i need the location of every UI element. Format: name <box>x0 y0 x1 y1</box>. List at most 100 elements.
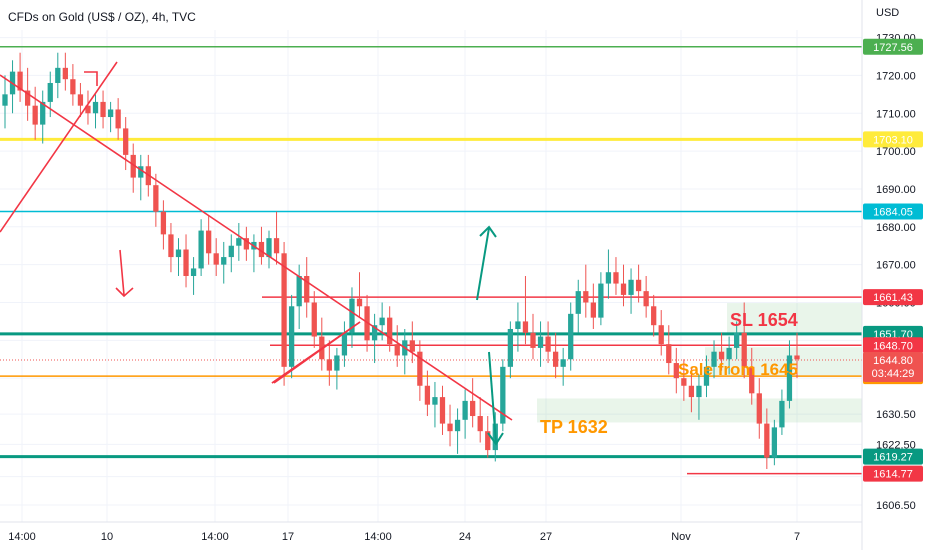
x-tick-label: 17 <box>282 531 294 543</box>
candle-body <box>470 400 476 417</box>
candle-body <box>590 302 596 318</box>
candle-body <box>786 355 793 401</box>
candle-body <box>703 366 710 386</box>
y-tick-label: 1710.00 <box>876 108 916 120</box>
time-axis: 14:00 10 14:00 17 14:00 24 27 Nov 7 <box>8 531 800 543</box>
price-level-label: 1727.56 <box>873 42 913 54</box>
candle-body <box>288 306 295 367</box>
y-tick-label: 1630.50 <box>876 409 916 421</box>
candle-body <box>123 128 129 155</box>
candle-body <box>515 321 521 329</box>
candle-body <box>92 101 99 114</box>
candle-body <box>575 291 581 314</box>
tp-annotation: TP 1632 <box>540 417 608 437</box>
candle-body <box>613 272 619 284</box>
candle-body <box>281 253 287 367</box>
trend-drawings <box>0 61 513 446</box>
downtrend-line <box>0 74 513 421</box>
candle-body <box>711 351 717 367</box>
candle-body <box>741 332 747 367</box>
annotations: SL 1654 Sale from 1645 TP 1632 <box>540 310 798 437</box>
candle-body <box>681 378 687 386</box>
candle-body <box>635 279 642 292</box>
candle-body <box>85 105 91 114</box>
y-tick-label: 1670.00 <box>876 260 916 272</box>
x-tick-label: 14:00 <box>201 531 229 543</box>
price-level-badge <box>863 465 923 482</box>
candle-body <box>734 332 740 348</box>
candle-body <box>779 400 785 428</box>
candle-body <box>273 238 280 254</box>
candle-body <box>356 298 363 307</box>
candle-body <box>583 291 589 303</box>
candle-body <box>55 67 61 83</box>
candle-body <box>236 238 242 246</box>
candle-body <box>477 416 483 432</box>
candle-body <box>326 359 332 371</box>
price-level-badge <box>863 448 923 465</box>
countdown-label: 03:44:29 <box>872 368 915 380</box>
candle-body <box>266 238 272 258</box>
candle-body <box>311 302 317 337</box>
candle-body <box>673 363 679 379</box>
candle-body <box>228 245 234 258</box>
candle-body <box>168 234 174 258</box>
price-level-label: 1619.27 <box>873 452 913 464</box>
price-level-label: 1648.70 <box>873 340 913 352</box>
wedge-lower <box>271 321 361 384</box>
arrow-down-icon <box>115 287 134 298</box>
candle-body <box>32 105 38 125</box>
grid <box>0 30 862 522</box>
candle-body <box>552 351 559 367</box>
candle-body <box>221 257 227 265</box>
candle-body <box>387 317 393 345</box>
candle-body <box>24 90 31 106</box>
candle-body <box>500 366 506 424</box>
price-level-badge <box>863 38 923 55</box>
candle-body <box>296 276 302 307</box>
candle-body <box>100 101 106 118</box>
projection-up-line <box>476 227 490 301</box>
candle-body <box>153 185 159 212</box>
uptrend-line <box>0 61 118 233</box>
candle-body <box>688 385 695 398</box>
candle-body <box>115 109 121 129</box>
candle-body <box>507 328 514 367</box>
y-tick-label: 1606.50 <box>876 500 916 512</box>
candle-body <box>432 397 438 405</box>
price-level-badge <box>863 203 923 220</box>
sale-annotation: Sale from 1645 <box>678 360 798 379</box>
y-tick-label: 1700.00 <box>876 146 916 158</box>
candle-body <box>696 385 702 398</box>
candle-body <box>771 427 778 458</box>
sl-annotation: SL 1654 <box>730 310 798 330</box>
candle-body <box>243 238 250 250</box>
candle-body <box>454 419 461 432</box>
current-price-label: 1644.80 <box>873 355 913 367</box>
y-tick-label: 1680.00 <box>876 222 916 234</box>
candles <box>2 52 800 470</box>
y-tick-label: 1622.50 <box>876 439 916 451</box>
y-tick-label: 1720.00 <box>876 70 916 82</box>
price-badges: 1727.561703.101684.051661.431651.701648.… <box>863 38 923 482</box>
candle-body <box>620 283 627 295</box>
candle-body <box>643 291 649 307</box>
price-level-label: 1614.77 <box>873 469 913 481</box>
x-tick-label: 7 <box>794 531 800 543</box>
candle-body <box>598 283 604 318</box>
price-axis: 1606.501614.001622.501630.501640.001650.… <box>876 33 916 512</box>
x-tick-label: 14:00 <box>364 531 392 543</box>
candle-body <box>17 71 23 91</box>
currency-label: USD <box>876 7 899 19</box>
candle-body <box>424 385 431 405</box>
x-tick-label: 24 <box>459 531 471 543</box>
candle-body <box>364 306 370 341</box>
candle-body <box>2 94 8 106</box>
horizontal-levels <box>0 46 862 475</box>
candle-body <box>718 351 725 360</box>
arrow-up-icon <box>84 71 98 86</box>
candle-body <box>349 298 355 333</box>
candle-body <box>658 325 664 345</box>
